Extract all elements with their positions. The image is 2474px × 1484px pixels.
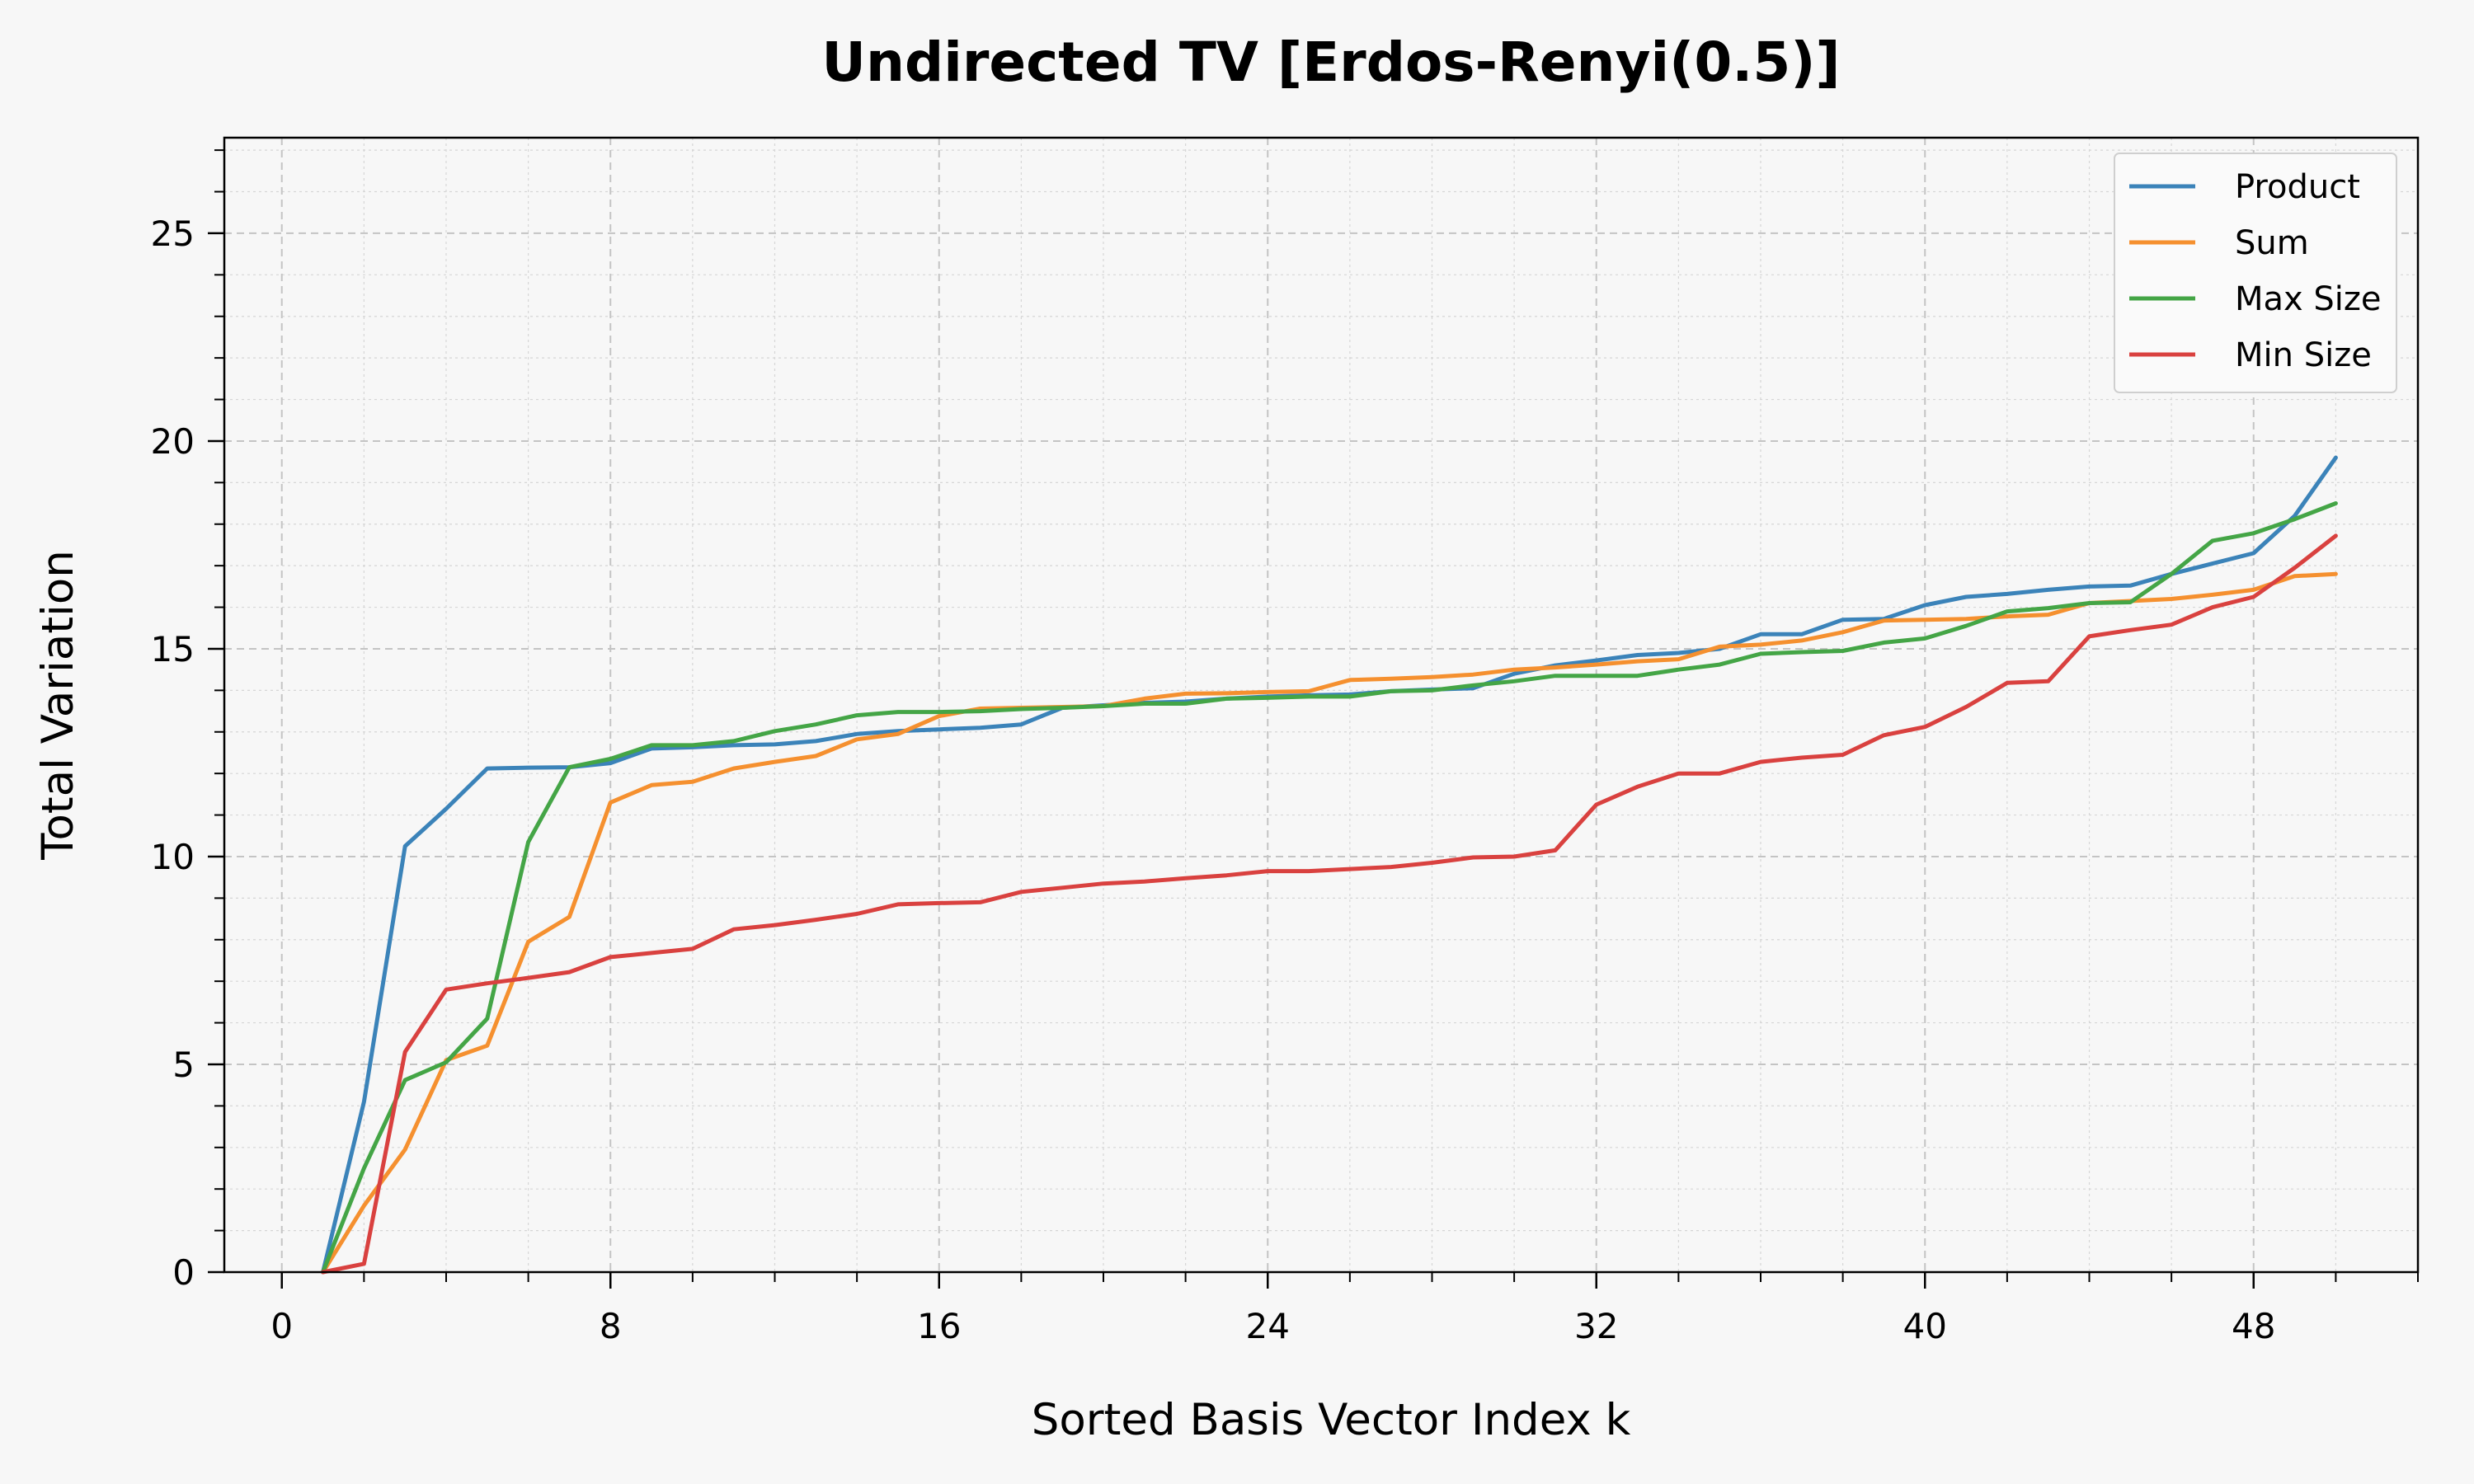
legend-label-sum: Sum <box>2235 224 2309 262</box>
y-axis-label: Total Variation <box>33 550 83 861</box>
y-tick-label: 20 <box>151 421 195 462</box>
x-tick-label: 8 <box>600 1306 622 1346</box>
chart-title: Undirected TV [Erdos-Renyi(0.5)] <box>821 31 1840 94</box>
x-tick-label: 40 <box>1903 1306 1947 1346</box>
series-layer <box>321 455 2338 1275</box>
x-tick-label: 32 <box>1574 1306 1618 1346</box>
y-tick-label: 25 <box>151 214 195 254</box>
legend-box <box>2114 153 2397 393</box>
x-tick-label: 48 <box>2232 1306 2275 1346</box>
y-tick-label: 5 <box>172 1045 195 1085</box>
y-tick-label: 10 <box>151 837 195 877</box>
series-line-sum <box>321 571 2338 1275</box>
legend-label-product: Product <box>2235 168 2360 206</box>
plot-area <box>224 138 2418 1272</box>
legend-label-max-size: Max Size <box>2235 280 2382 318</box>
series-line-max-size <box>321 501 2338 1275</box>
series-line-min-size <box>321 533 2338 1275</box>
x-tick-label: 24 <box>1246 1306 1290 1346</box>
plot-frame <box>223 136 2420 1274</box>
x-tick-label: 0 <box>270 1306 293 1346</box>
x-tick-label: 16 <box>917 1306 961 1346</box>
y-tick-label: 0 <box>172 1252 195 1293</box>
x-axis-label: Sorted Basis Vector Index k <box>1032 1395 1631 1445</box>
legend: Product Sum Max Size Min Size <box>2114 153 2397 393</box>
legend-label-min-size: Min Size <box>2235 336 2372 374</box>
y-tick-label: 15 <box>151 629 195 669</box>
ticks: 0 8 16 24 32 40 48 0 5 10 15 20 25 <box>151 149 2419 1346</box>
